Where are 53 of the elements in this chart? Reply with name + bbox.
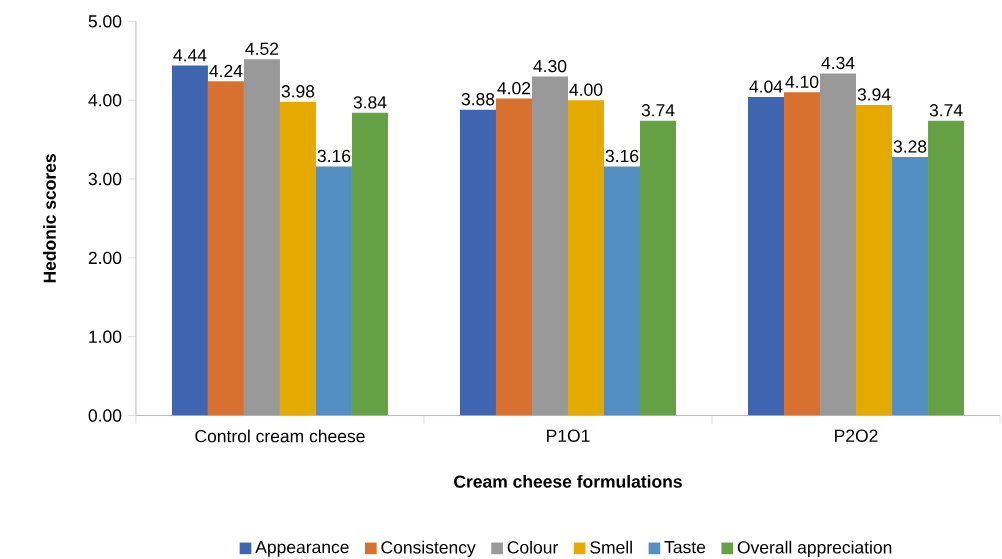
bar bbox=[856, 104, 893, 416]
bar bbox=[279, 101, 316, 416]
bar bbox=[459, 109, 496, 416]
bar bbox=[171, 65, 208, 416]
bar bbox=[892, 156, 929, 416]
bar bbox=[531, 76, 568, 416]
bar bbox=[207, 81, 244, 416]
y-axis-title: Hedonic scores bbox=[43, 153, 56, 283]
data-label: 3.94 bbox=[857, 88, 891, 101]
data-label: 4.24 bbox=[209, 64, 243, 77]
data-label: 3.84 bbox=[353, 96, 387, 109]
bar bbox=[351, 112, 388, 416]
bar bbox=[820, 73, 857, 416]
x-tick-label: P1O1 bbox=[547, 429, 590, 442]
data-label: 3.16 bbox=[317, 149, 351, 163]
data-label: 3.98 bbox=[281, 85, 315, 98]
data-label: 4.02 bbox=[497, 81, 531, 95]
bar bbox=[604, 166, 640, 416]
data-label: 3.88 bbox=[461, 92, 495, 106]
legend-label: Consistency bbox=[381, 540, 476, 557]
legend-label: Taste bbox=[664, 540, 706, 554]
legend-label: Colour bbox=[507, 540, 558, 554]
y-tick-label: 0.00 bbox=[88, 409, 122, 422]
legend-label: Overall appreciation bbox=[737, 540, 892, 557]
bar bbox=[784, 92, 821, 416]
bar bbox=[315, 166, 352, 416]
legend-label: Appearance bbox=[255, 540, 349, 557]
data-label: 4.52 bbox=[245, 42, 279, 55]
x-axis-title: Cream cheese formulations bbox=[454, 474, 682, 488]
bar bbox=[640, 120, 677, 416]
x-tick-label: P2O2 bbox=[835, 429, 878, 442]
data-label: 3.16 bbox=[605, 149, 639, 163]
bar bbox=[928, 120, 965, 416]
y-tick-label: 2.00 bbox=[88, 251, 122, 264]
x-tick-label: Control cream cheese bbox=[195, 429, 365, 443]
data-label: 3.74 bbox=[641, 103, 675, 117]
legend-label: Smell bbox=[590, 540, 632, 554]
bar bbox=[567, 100, 604, 416]
data-label: 3.28 bbox=[893, 140, 927, 153]
data-label: 4.30 bbox=[533, 59, 567, 73]
y-tick-label: 1.00 bbox=[89, 330, 122, 343]
y-tick-label: 5.00 bbox=[88, 15, 122, 28]
bar bbox=[495, 98, 532, 416]
bar bbox=[748, 96, 785, 416]
data-label: 4.00 bbox=[569, 83, 603, 96]
data-label: 4.10 bbox=[785, 75, 819, 88]
data-label: 4.34 bbox=[821, 56, 855, 70]
data-label: 4.44 bbox=[173, 49, 207, 62]
data-label: 4.04 bbox=[749, 80, 783, 93]
data-label: 3.74 bbox=[929, 103, 963, 117]
bar bbox=[243, 59, 280, 416]
y-tick-label: 3.00 bbox=[88, 172, 122, 186]
y-tick-label: 4.00 bbox=[88, 93, 122, 107]
